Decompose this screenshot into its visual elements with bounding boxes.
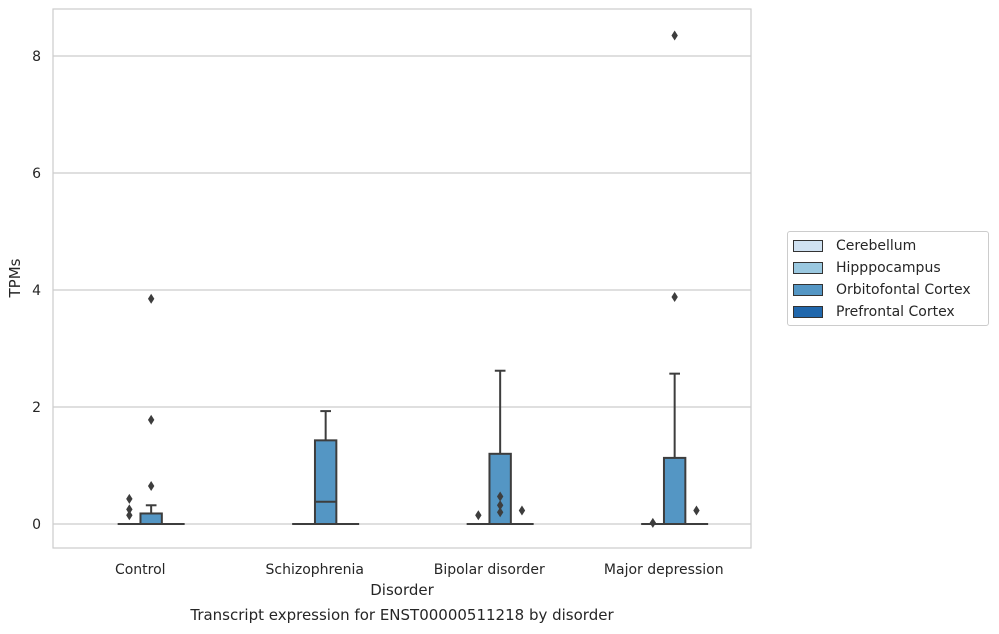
legend-swatch (793, 284, 823, 296)
legend-item-cerebellum: Cerebellum (793, 236, 916, 256)
x-axis-label: Disorder (370, 581, 434, 599)
outlier-point (693, 505, 700, 516)
legend-swatch (793, 306, 823, 318)
chart-title: Transcript expression for ENST0000051121… (190, 606, 614, 624)
x-tick-label: Schizophrenia (266, 562, 364, 578)
plot-area-frame (52, 8, 752, 549)
x-tick-label: Bipolar disorder (434, 562, 545, 578)
x-tick-label: Control (115, 562, 166, 578)
outlier-point (671, 292, 678, 303)
outlier-point (496, 507, 504, 518)
y-axis-ticks: 0 2 4 6 8 (32, 49, 41, 533)
y-tick-label: 2 (32, 400, 41, 416)
legend-label: Prefrontal Cortex (836, 304, 955, 320)
outlier-point (671, 30, 678, 41)
legend-label: Cerebellum (836, 238, 917, 254)
outlier-point (126, 493, 133, 504)
legend-swatch (793, 262, 823, 274)
box-hipppocampus-2 (466, 510, 491, 526)
y-axis-label: TPMs (6, 258, 24, 298)
box-body (313, 439, 338, 525)
outlier-point (147, 293, 155, 304)
outlier-point (518, 505, 526, 516)
outlier-point (496, 500, 504, 511)
outlier-point (126, 504, 133, 515)
box-series (117, 30, 709, 528)
legend-swatch (793, 240, 823, 252)
legend-label: Hipppocampus (836, 260, 941, 276)
box-body (139, 512, 163, 525)
outlier-point (147, 480, 155, 491)
outlier-point (496, 491, 504, 502)
legend: Cerebellum Hipppocampus Orbitofontal Cor… (787, 231, 989, 326)
box-prefrontal-cortex-2 (510, 505, 534, 526)
box-orbitofontal-cortex-3 (662, 30, 687, 525)
outlier-point (147, 414, 155, 425)
outlier-point (126, 510, 133, 521)
outlier-point (475, 510, 482, 521)
legend-item-prefrontal-cortex: Prefrontal Cortex (793, 302, 955, 322)
x-tick-label: Major depression (604, 562, 724, 578)
box-prefrontal-cortex-3 (684, 505, 709, 526)
box-body (662, 456, 687, 525)
box-hipppocampus-0 (117, 493, 142, 526)
gridlines (53, 55, 751, 525)
y-tick-label: 4 (32, 283, 41, 299)
outlier-point (649, 517, 657, 528)
box-orbitofontal-cortex-1 (313, 410, 338, 525)
y-tick-label: 0 (32, 517, 41, 533)
y-tick-label: 8 (32, 49, 41, 65)
legend-item-hippocampus: Hipppocampus (793, 258, 941, 278)
x-axis-ticks: Control Schizophrenia Bipolar disorder Majo… (115, 562, 724, 578)
legend-label: Orbitofontal Cortex (836, 282, 971, 298)
box-orbitofontal-cortex-0 (139, 293, 163, 525)
legend-item-orbitofrontal-cortex: Orbitofontal Cortex (793, 280, 971, 300)
box-orbitofontal-cortex-2 (488, 369, 512, 525)
y-tick-label: 6 (32, 166, 41, 182)
box-hipppocampus-3 (641, 517, 665, 528)
